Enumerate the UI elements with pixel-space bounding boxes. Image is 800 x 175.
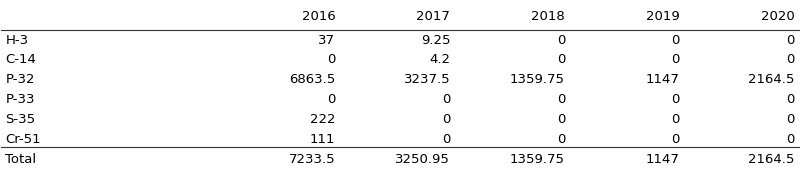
Text: 7233.5: 7233.5 (289, 153, 335, 166)
Text: 111: 111 (310, 133, 335, 146)
Text: 2020: 2020 (761, 10, 794, 23)
Text: 2164.5: 2164.5 (748, 153, 794, 166)
Text: Cr-51: Cr-51 (6, 133, 41, 146)
Text: 0: 0 (327, 53, 335, 66)
Text: 0: 0 (327, 93, 335, 106)
Text: 0: 0 (671, 93, 680, 106)
Text: 1359.75: 1359.75 (510, 153, 565, 166)
Text: 0: 0 (442, 113, 450, 126)
Text: 0: 0 (557, 34, 565, 47)
Text: 0: 0 (557, 53, 565, 66)
Text: 6863.5: 6863.5 (289, 73, 335, 86)
Text: 0: 0 (557, 93, 565, 106)
Text: 0: 0 (671, 53, 680, 66)
Text: 0: 0 (786, 133, 794, 146)
Text: 0: 0 (442, 133, 450, 146)
Text: 3250.95: 3250.95 (395, 153, 450, 166)
Text: 2016: 2016 (302, 10, 335, 23)
Text: 9.25: 9.25 (421, 34, 450, 47)
Text: 0: 0 (786, 34, 794, 47)
Text: 3237.5: 3237.5 (404, 73, 450, 86)
Text: C-14: C-14 (6, 53, 36, 66)
Text: 0: 0 (442, 93, 450, 106)
Text: 2018: 2018 (531, 10, 565, 23)
Text: P-32: P-32 (6, 73, 35, 86)
Text: 0: 0 (786, 93, 794, 106)
Text: 2017: 2017 (416, 10, 450, 23)
Text: 2019: 2019 (646, 10, 680, 23)
Text: H-3: H-3 (6, 34, 29, 47)
Text: 0: 0 (671, 34, 680, 47)
Text: S-35: S-35 (6, 113, 35, 126)
Text: 0: 0 (671, 133, 680, 146)
Text: 0: 0 (557, 113, 565, 126)
Text: 1147: 1147 (646, 153, 680, 166)
Text: 0: 0 (786, 53, 794, 66)
Text: 37: 37 (318, 34, 335, 47)
Text: 1147: 1147 (646, 73, 680, 86)
Text: P-33: P-33 (6, 93, 35, 106)
Text: Total: Total (6, 153, 37, 166)
Text: 0: 0 (557, 133, 565, 146)
Text: 1359.75: 1359.75 (510, 73, 565, 86)
Text: 0: 0 (786, 113, 794, 126)
Text: 222: 222 (310, 113, 335, 126)
Text: 4.2: 4.2 (430, 53, 450, 66)
Text: 0: 0 (671, 113, 680, 126)
Text: 2164.5: 2164.5 (748, 73, 794, 86)
